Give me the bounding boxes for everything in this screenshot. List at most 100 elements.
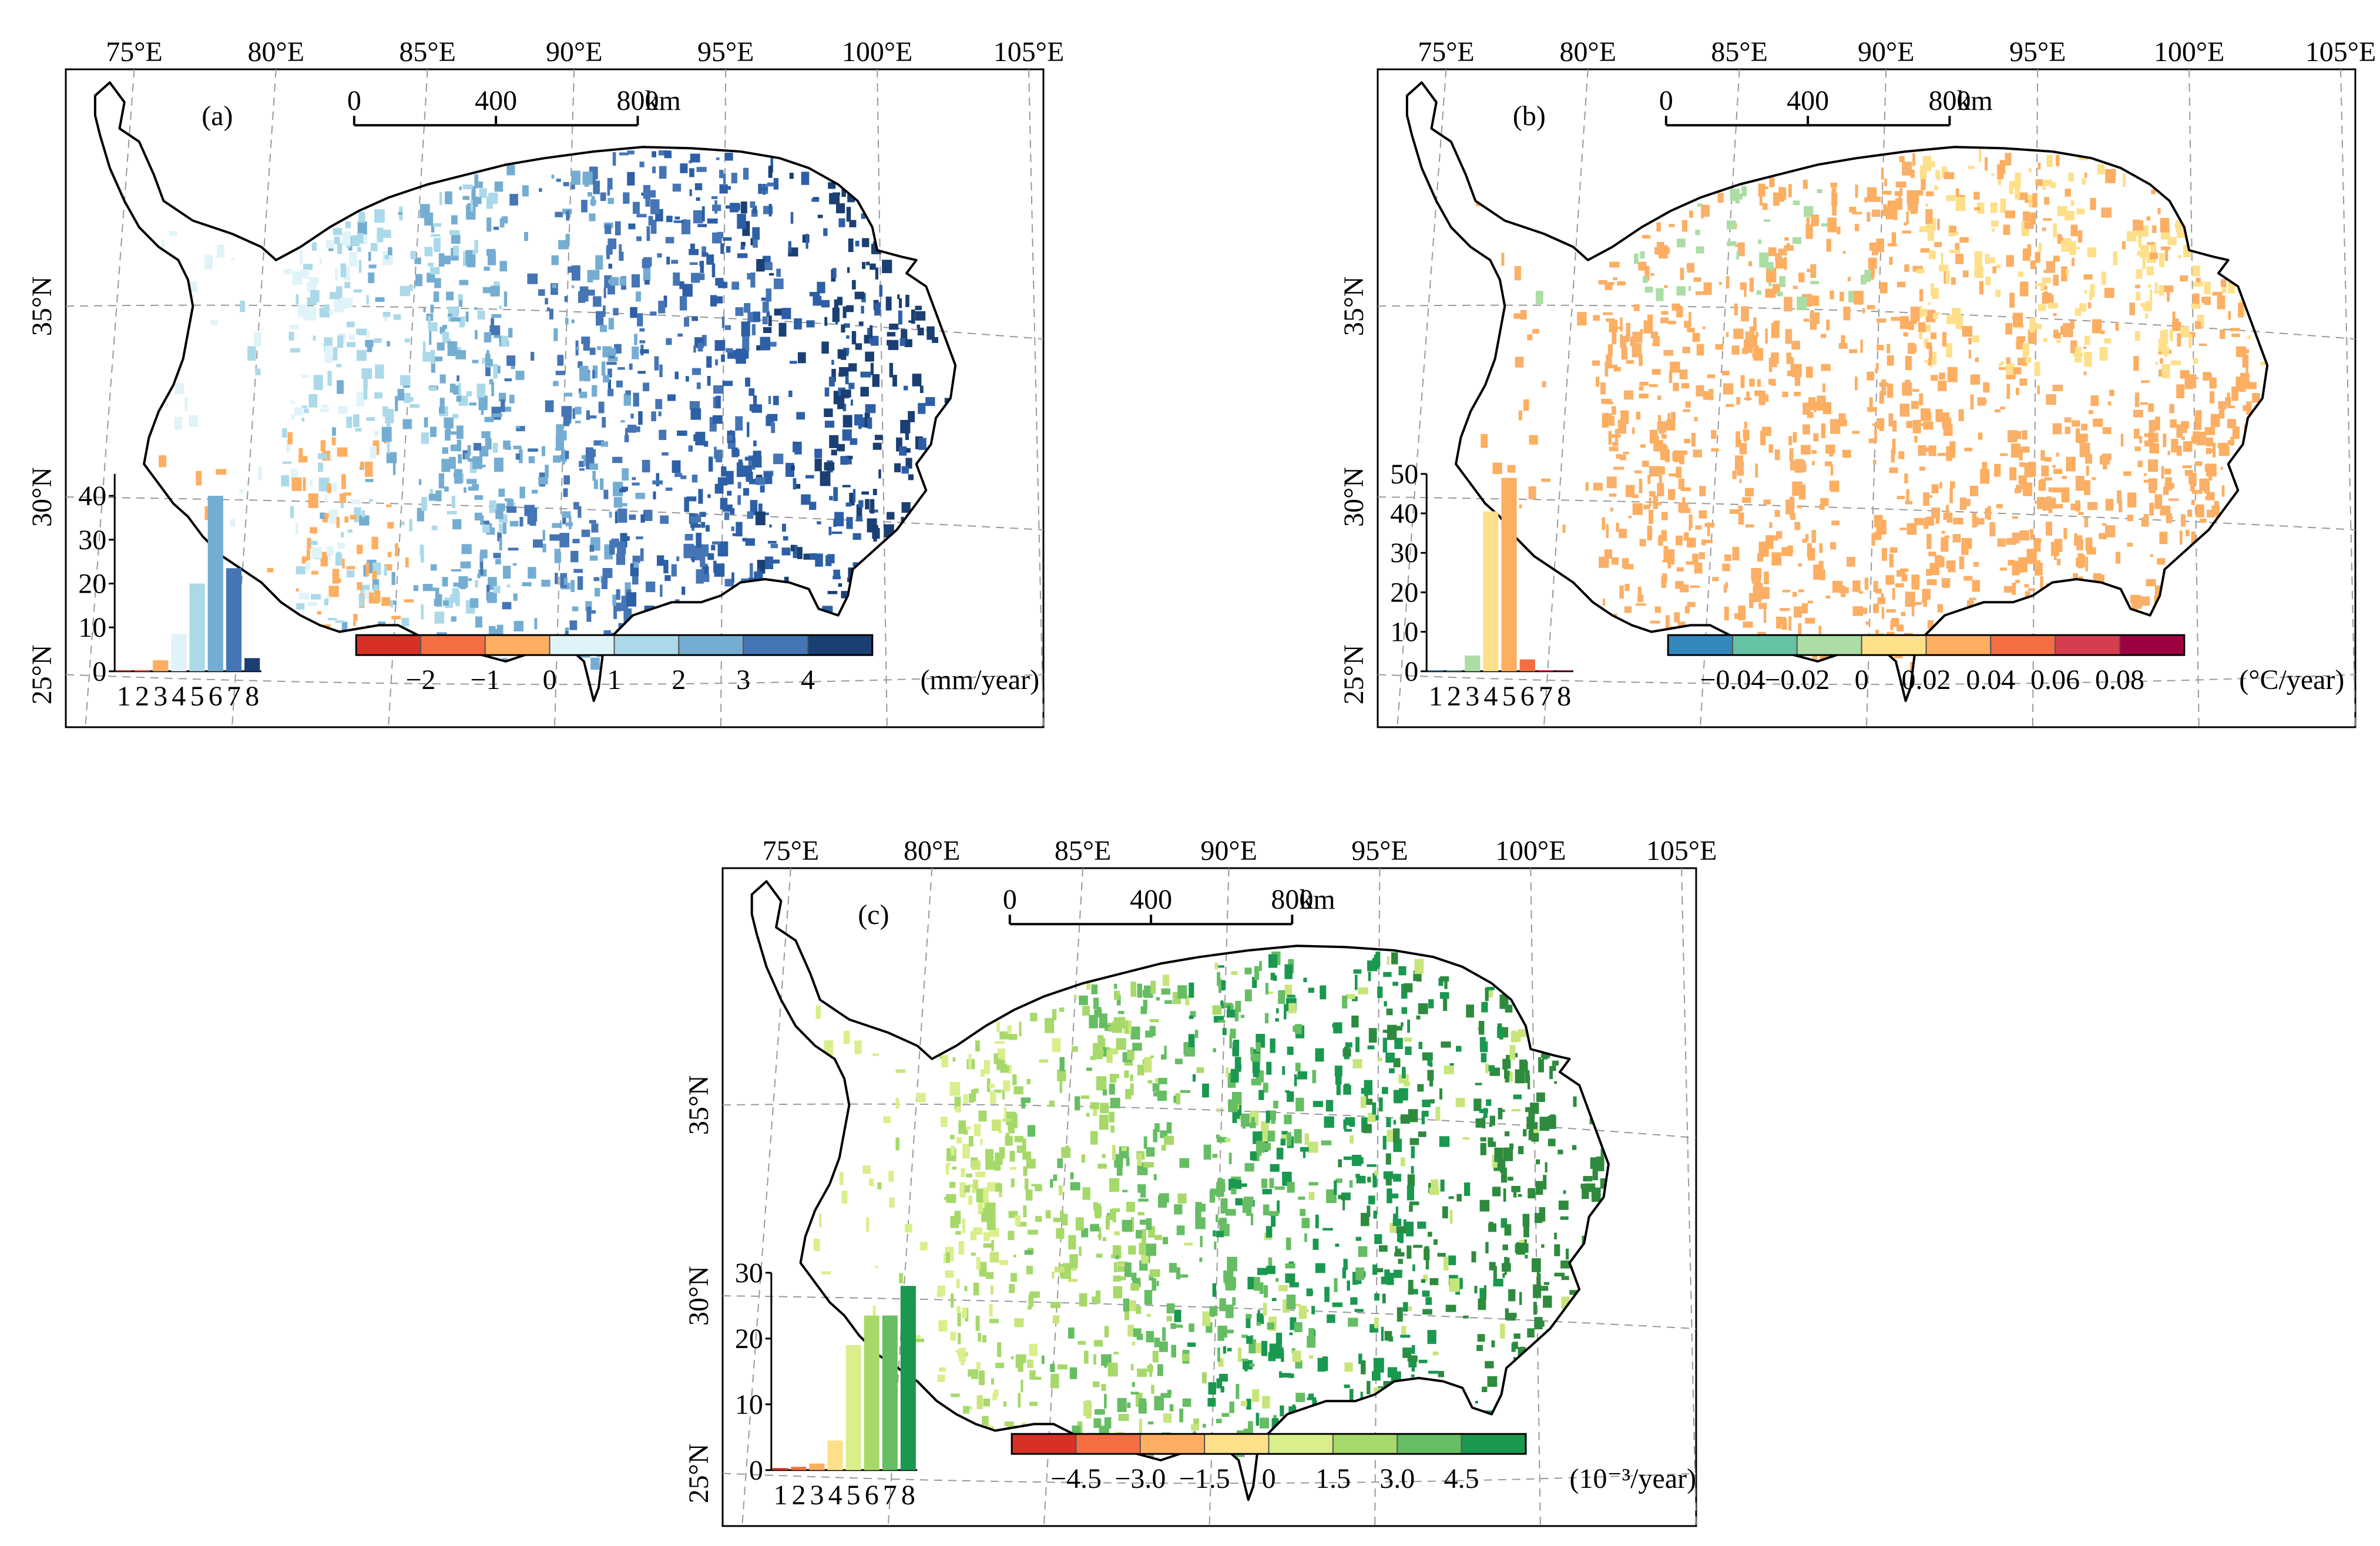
pixel	[516, 426, 525, 432]
pixel	[1475, 1400, 1478, 1404]
pixel	[2104, 338, 2112, 344]
pixel	[1373, 1357, 1384, 1373]
histogram-x-tick-label: 1	[117, 681, 131, 712]
pixel	[1527, 334, 1533, 341]
pixel	[591, 196, 595, 206]
pixel	[2037, 163, 2041, 170]
pixel	[1624, 606, 1632, 613]
pixel	[476, 384, 486, 399]
pixel	[1408, 1279, 1414, 1295]
latitude-label: 35°N	[1338, 276, 1369, 336]
pixel	[1852, 431, 1859, 434]
pixel	[1421, 1279, 1426, 1283]
pixel	[1130, 982, 1137, 997]
pixel	[1026, 1265, 1033, 1275]
pixel	[1601, 398, 1612, 404]
pixel	[1910, 307, 1920, 322]
pixel	[1250, 1047, 1254, 1054]
pixel	[333, 228, 342, 236]
pixel	[1642, 235, 1651, 239]
pixel	[2139, 436, 2143, 443]
pixel	[325, 345, 334, 358]
pixel	[2181, 436, 2185, 441]
pixel	[1013, 1114, 1018, 1128]
pixel	[864, 412, 870, 428]
pixel	[1704, 523, 1715, 527]
pixel	[550, 290, 555, 293]
pixel	[1609, 320, 1617, 332]
pixel	[651, 411, 656, 422]
pixel	[828, 377, 835, 386]
pixel	[1374, 1293, 1379, 1301]
pixel	[1254, 1277, 1260, 1291]
pixel	[962, 1308, 968, 1319]
pixel	[1755, 332, 1758, 338]
pixel	[1159, 1341, 1168, 1352]
pixel	[1045, 1018, 1055, 1033]
pixel	[1788, 616, 1792, 631]
pixel	[1535, 291, 1543, 304]
pixel	[2090, 395, 2099, 406]
pixel	[2149, 419, 2156, 432]
pixel	[901, 329, 908, 344]
pixel	[2196, 504, 2204, 517]
pixel	[445, 429, 451, 441]
pixel	[341, 532, 344, 538]
pixel	[1683, 409, 1690, 412]
pixel	[522, 185, 529, 197]
pixel	[458, 299, 463, 307]
pixel	[565, 522, 573, 527]
pixel	[2090, 197, 2096, 210]
pixel	[1557, 1150, 1563, 1155]
pixel	[387, 422, 391, 427]
pixel	[1550, 1114, 1556, 1127]
pixel	[465, 311, 469, 322]
pixel	[824, 387, 830, 396]
pixel	[1130, 1364, 1134, 1371]
pixel	[1060, 1210, 1064, 1222]
pixel	[2176, 445, 2182, 456]
pixel	[1946, 505, 1949, 517]
pixel	[649, 190, 656, 198]
pixel	[1563, 1190, 1566, 1194]
pixel	[1639, 386, 1644, 391]
pixel	[875, 267, 878, 280]
pixel	[2008, 560, 2015, 566]
pixel	[1212, 1154, 1218, 1158]
pixel	[833, 569, 840, 579]
pixel	[2077, 230, 2083, 243]
pixel	[1489, 1222, 1493, 1226]
pixel	[832, 268, 837, 278]
pixel	[788, 391, 793, 397]
pixel	[861, 213, 866, 219]
pixel	[1914, 436, 1918, 443]
pixel	[1724, 606, 1729, 621]
pixel	[1401, 1022, 1404, 1027]
pixel	[421, 432, 429, 444]
pixel	[2044, 477, 2052, 481]
pixel	[688, 445, 693, 452]
pixel	[1612, 442, 1619, 446]
pixel	[1013, 1086, 1023, 1095]
pixel	[1936, 170, 1941, 181]
pixel	[2087, 247, 2097, 257]
pixel	[1838, 419, 1847, 426]
pixel	[332, 482, 337, 492]
pixel	[1475, 1083, 1482, 1085]
pixel	[1692, 553, 1698, 564]
pixel	[1152, 1083, 1160, 1092]
pixel	[563, 488, 568, 498]
pixel	[1385, 1053, 1395, 1063]
pixel	[446, 291, 454, 301]
pixel	[1114, 990, 1120, 1000]
pixel	[630, 414, 634, 419]
pixel	[1670, 412, 1676, 420]
pixel	[1218, 1020, 1226, 1023]
pixel	[2038, 243, 2042, 253]
pixel	[1777, 291, 1783, 297]
pixel	[461, 316, 465, 327]
pixel	[1649, 466, 1660, 477]
color-legend: −4.5 −3.0 −1.5 0 1.5 3.0 4.5 (10⁻³/year)	[1011, 1433, 1696, 1494]
pixel	[1905, 355, 1912, 371]
pixel	[1406, 1245, 1412, 1259]
